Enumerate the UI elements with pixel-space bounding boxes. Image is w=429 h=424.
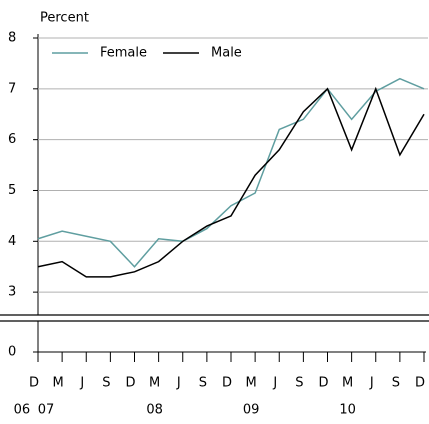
- x-tick-label: M: [53, 376, 64, 391]
- x-tick-label: D: [318, 376, 328, 391]
- x-tick-label: S: [392, 376, 400, 391]
- data-line: [37, 86, 425, 278]
- y-tick-label: 4: [8, 234, 16, 249]
- year-label: 08: [146, 403, 163, 418]
- x-tick-label: S: [295, 376, 303, 391]
- y-axis-label: Percent: [40, 11, 89, 26]
- legend-label: Male: [211, 46, 242, 61]
- y-tick-label: 5: [8, 183, 16, 198]
- x-tick-label: J: [79, 376, 84, 391]
- y-tick-label: 8: [8, 31, 16, 46]
- x-tick-label: M: [246, 376, 257, 391]
- x-tick-label: D: [415, 376, 425, 391]
- y-tick-label: 6: [8, 132, 16, 147]
- x-tick-label: J: [369, 376, 374, 391]
- x-tick-label: S: [199, 376, 207, 391]
- legend-label: Female: [100, 46, 147, 61]
- year-label: 10: [339, 403, 356, 418]
- year-label: 09: [243, 403, 260, 418]
- x-tick-label: J: [272, 376, 277, 391]
- y-tick-label: 3: [8, 285, 16, 300]
- x-tick-label: S: [102, 376, 110, 391]
- x-tick-label: M: [342, 376, 353, 391]
- y-tick-label: 0: [8, 345, 16, 360]
- x-tick-label: D: [125, 376, 135, 391]
- data-line: [37, 77, 425, 268]
- x-tick-label: J: [176, 376, 181, 391]
- x-tick-label: D: [222, 376, 232, 391]
- x-tick-label: D: [29, 376, 39, 391]
- year-label: 06: [14, 403, 31, 418]
- year-label: 07: [38, 403, 55, 418]
- x-tick-label: M: [149, 376, 160, 391]
- y-tick-label: 7: [8, 81, 16, 96]
